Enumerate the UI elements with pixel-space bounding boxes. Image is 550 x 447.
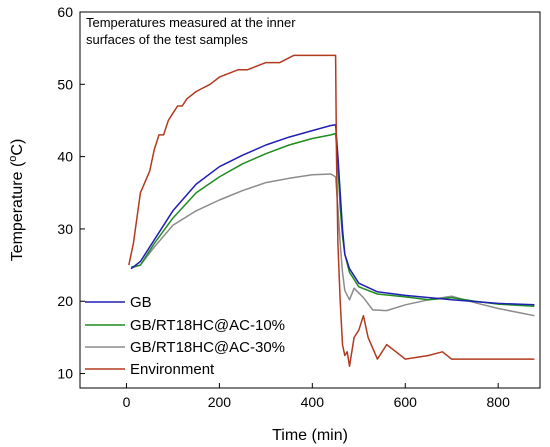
series-layer [128,54,535,368]
series-line-10pct [130,132,535,308]
legend-label-30pct: GB/RT18HC@AC-30% [130,339,285,356]
x-tick-label: 400 [301,394,325,410]
series-line-environment [128,54,535,368]
plot-area-frame [79,11,541,389]
y-axis-title-unit: C) [9,139,26,156]
legend: GB GB/RT18HC@AC-10% GB/RT18HC@AC-30% Env… [85,294,285,378]
y-axis-title-degree: o [7,156,19,162]
y-axis-title: Temperature (oC) [7,139,26,262]
x-tick-label: 200 [208,394,232,410]
legend-label-10pct: GB/RT18HC@AC-10% [130,317,285,334]
x-tick-label: 800 [487,394,511,410]
x-axis-title: Time (min) [272,427,348,444]
legend-label-environment: Environment [130,361,215,378]
y-tick-label: 40 [57,149,73,165]
x-tick-label: 0 [123,394,131,410]
x-tick-label: 600 [394,394,418,410]
y-tick-label: 20 [57,293,73,309]
y-tick-label: 10 [57,366,73,382]
axis-ticks: 0 200 400 600 800 10 20 30 40 50 60 [57,4,510,410]
legend-label-gb: GB [130,294,152,311]
series-line-gb [130,124,535,306]
annotation-line-2: surfaces of the test samples [86,32,248,47]
y-tick-label: 50 [57,76,73,92]
annotation-line-1: Temperatures measured at the inner [86,15,296,30]
y-tick-label: 30 [57,221,73,237]
y-tick-label: 60 [57,4,73,20]
y-axis-title-main: Temperature ( [9,161,26,261]
series-line-30pct [130,173,535,317]
